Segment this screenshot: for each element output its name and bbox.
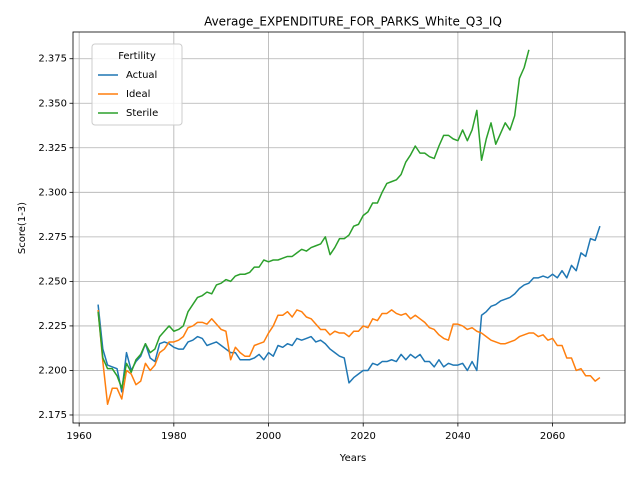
- legend-title: Fertility: [118, 51, 156, 62]
- y-tick-label: 2.375: [38, 54, 67, 65]
- x-tick-label: 1960: [66, 431, 91, 442]
- y-tick-label: 2.275: [38, 232, 67, 243]
- legend-label: Actual: [126, 70, 157, 81]
- legend-label: Ideal: [126, 89, 150, 100]
- y-tick-label: 2.250: [38, 276, 67, 287]
- x-tick-label: 2000: [256, 431, 281, 442]
- legend-label: Sterile: [126, 108, 158, 119]
- y-tick-label: 2.175: [38, 410, 67, 421]
- line-series: [97, 49, 530, 390]
- y-tick-label: 2.325: [38, 143, 67, 154]
- y-tick-label: 2.300: [38, 187, 67, 198]
- x-tick-label: 2020: [350, 431, 375, 442]
- x-axis-label: Years: [339, 453, 366, 464]
- y-tick-label: 2.200: [38, 365, 67, 376]
- chart-title: Average_EXPENDITURE_FOR_PARKS_White_Q3_I…: [204, 15, 502, 29]
- plot-frame: [72, 31, 626, 424]
- x-tick-label: 1980: [161, 431, 186, 442]
- x-tick-label: 2040: [445, 431, 470, 442]
- line-series: [97, 225, 601, 393]
- y-tick-label: 2.350: [38, 98, 67, 109]
- line-series: [97, 309, 601, 406]
- x-tick-label: 2060: [540, 431, 565, 442]
- y-axis-label: Score(1-3): [17, 202, 28, 254]
- y-tick-label: 2.225: [38, 321, 67, 332]
- legend-box: [91, 43, 183, 126]
